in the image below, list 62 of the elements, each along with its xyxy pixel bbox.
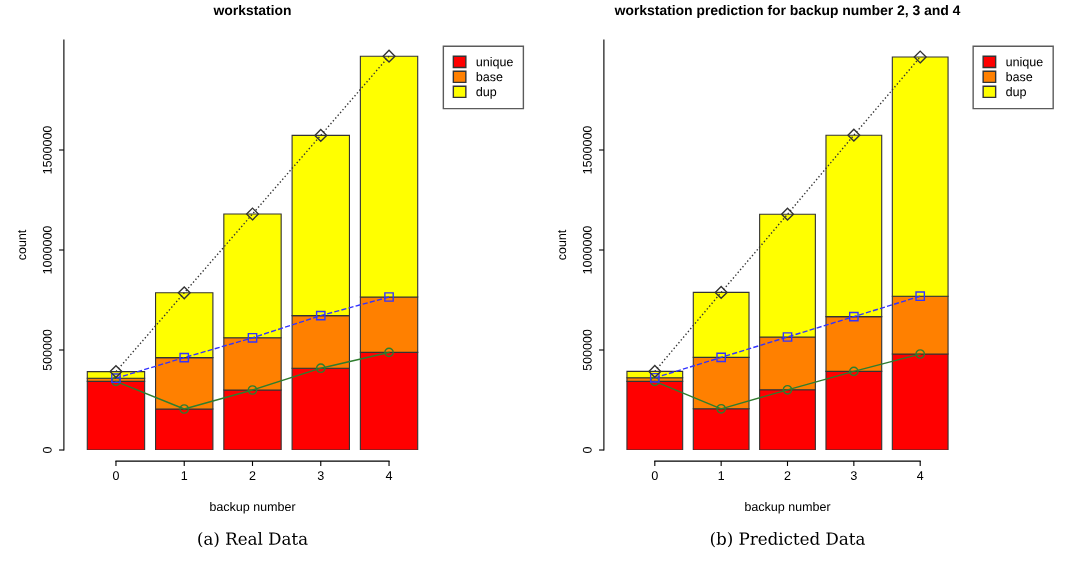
point xyxy=(384,347,394,358)
text: (b) Predicted Data xyxy=(710,532,865,548)
x-axis-title: backup number xyxy=(745,501,831,514)
x-tick-label: 1 xyxy=(181,471,188,480)
point xyxy=(848,366,859,377)
point xyxy=(314,128,328,142)
x-tick-label: 4 xyxy=(385,471,393,480)
point xyxy=(315,310,326,321)
x-tick-label: 0 xyxy=(651,471,658,481)
y-tick-label: 1000000 xyxy=(582,226,592,274)
point xyxy=(782,332,793,342)
point xyxy=(649,372,660,383)
y-tick-label: 0 xyxy=(582,447,592,453)
legend-label: unique xyxy=(1006,57,1043,69)
text: (a) Real Data xyxy=(198,532,308,548)
bar xyxy=(86,380,146,450)
point xyxy=(384,292,394,302)
legend-label: dup xyxy=(476,87,497,99)
x-tick-label: 2 xyxy=(784,471,791,480)
point xyxy=(716,352,727,363)
point xyxy=(716,403,727,414)
point xyxy=(245,207,260,221)
y-tick-label: 500000 xyxy=(42,329,52,371)
point xyxy=(315,363,326,374)
point xyxy=(782,384,793,395)
point xyxy=(177,286,191,300)
x-tick-label: 3 xyxy=(850,471,857,481)
y-tick-label: 0 xyxy=(42,447,52,453)
bar xyxy=(626,380,684,450)
x-tick-label: 0 xyxy=(112,471,119,481)
x-tick-label: 2 xyxy=(249,471,256,480)
point xyxy=(915,291,926,302)
y-tick-label: 1000000 xyxy=(42,226,52,274)
point xyxy=(847,128,861,142)
legend-label: base xyxy=(476,72,503,82)
x-tick-label: 3 xyxy=(317,471,324,481)
legend-label: base xyxy=(1006,72,1033,82)
legend-label: unique xyxy=(476,57,513,69)
y-tick-label: 1500000 xyxy=(42,126,52,174)
chart-title: workstation xyxy=(213,4,291,16)
point xyxy=(247,332,258,343)
point xyxy=(915,349,926,359)
point xyxy=(179,352,190,363)
point xyxy=(247,385,258,395)
x-tick-label: 4 xyxy=(917,471,924,480)
x-axis-title: backup number xyxy=(210,501,296,514)
y-tick-label: 1500000 xyxy=(582,126,592,174)
legend-label: dup xyxy=(1006,87,1026,99)
x-tick-label: 1 xyxy=(718,471,725,480)
point xyxy=(714,285,728,299)
y-tick-label: 500000 xyxy=(582,329,592,371)
point xyxy=(913,50,927,64)
y-axis-title: count xyxy=(17,229,27,260)
point xyxy=(848,311,859,322)
point xyxy=(780,207,795,221)
point xyxy=(179,404,190,414)
chart-title: workstation prediction for backup number 2, 3 and 4 xyxy=(614,4,961,18)
point xyxy=(109,365,123,379)
point xyxy=(649,376,660,387)
point xyxy=(382,49,396,63)
y-axis-title: count xyxy=(557,229,567,260)
point xyxy=(648,364,662,378)
